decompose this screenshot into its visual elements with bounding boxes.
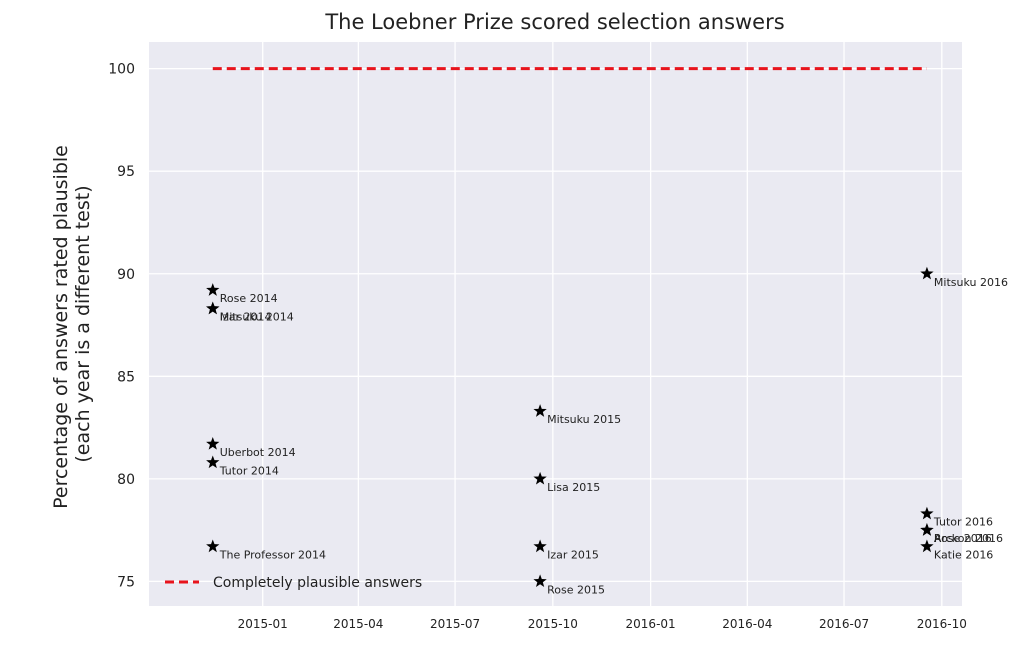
data-point-label: Lisa 2015 (547, 481, 600, 494)
data-point-marker (533, 404, 547, 417)
chart-title: The Loebner Prize scored selection answe… (324, 10, 784, 34)
x-tick-label: 2015-04 (333, 617, 383, 631)
data-point-marker (533, 539, 547, 553)
y-tick-label: 85 (117, 369, 135, 385)
x-tick-label: 2016-07 (819, 617, 869, 631)
y-tick-label: 100 (108, 62, 135, 78)
x-tick-label: 2016-10 (917, 617, 967, 631)
y-tick-label: 75 (117, 574, 135, 590)
data-point-label: Tutor 2016 (933, 516, 993, 529)
y-axis-label-line-2: (each year is a different test) (72, 185, 94, 462)
x-tick-label: 2015-10 (528, 617, 578, 631)
data-point-marker (206, 436, 220, 450)
legend: Completely plausible answers (165, 575, 422, 591)
y-axis-label-line-1: Percentage of answers rated plausible (50, 145, 72, 509)
data-point-label: Katie 2016 (934, 549, 993, 562)
x-tick-label: 2015-07 (430, 617, 480, 631)
data-point-marker (206, 455, 220, 469)
x-axis-ticks: 2015-01 2015-04 2015-07 2015-10 2016-01 2016-… (238, 617, 967, 631)
data-point-marker (533, 471, 547, 485)
legend-label: Completely plausible answers (213, 575, 422, 591)
data-point-label: Mitsuku 2015 (547, 413, 621, 426)
plot-area (149, 42, 962, 606)
x-tick-label: 2015-01 (238, 617, 288, 631)
data-point-label: Rose 2015 (547, 583, 605, 596)
data-point-marker (206, 301, 220, 315)
data-point-marker (920, 266, 934, 280)
data-point-label: The Professor 2014 (219, 549, 326, 562)
data-point-label: Arckon 2016 (934, 532, 1003, 545)
data-point-marker (206, 539, 220, 553)
data-point-marker (920, 539, 934, 553)
data-point-marker (920, 506, 934, 520)
data-point-label: Rose 2014 (220, 292, 278, 305)
y-tick-label: 80 (117, 472, 135, 488)
y-axis-ticks: 75 80 85 90 95 100 (108, 62, 135, 591)
x-tick-label: 2016-04 (722, 617, 772, 631)
data-point-label: Izar 2015 (547, 549, 599, 562)
data-point-label: Rose 2016 (934, 532, 992, 545)
data-point-label: Mitsuku 2014 (220, 311, 294, 324)
data-point-label: Tutor 2014 (219, 464, 279, 477)
data-point-label: Uberbot 2014 (220, 446, 296, 459)
y-tick-label: 90 (117, 267, 135, 283)
y-tick-label: 95 (117, 164, 135, 180)
x-tick-label: 2016-01 (626, 617, 676, 631)
data-point-label: Mitsuku 2016 (934, 276, 1008, 289)
data-point-label: Izar 2014 (220, 311, 272, 324)
data-point-marker (920, 523, 934, 536)
y-axis-label: Percentage of answers rated plausible (e… (50, 139, 94, 509)
data-point-marker (533, 574, 547, 588)
data-point-marker (206, 283, 220, 296)
